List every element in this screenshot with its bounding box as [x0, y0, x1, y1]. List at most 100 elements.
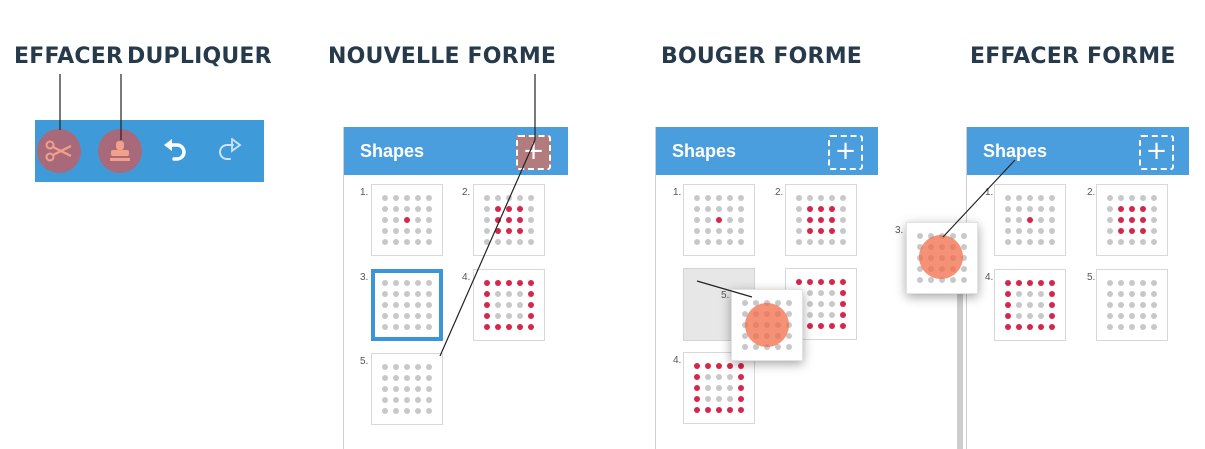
shape-card[interactable]: [473, 269, 545, 341]
shape-number: 5.: [360, 356, 369, 367]
dot: [426, 280, 432, 286]
dot: [1151, 228, 1157, 234]
dot: [1038, 239, 1044, 245]
dot: [1129, 280, 1135, 286]
dot: [1107, 280, 1113, 286]
shape-card[interactable]: [1096, 269, 1168, 341]
dot: [1038, 291, 1044, 297]
shape-card[interactable]: [473, 184, 545, 256]
dot: [393, 375, 399, 381]
dot: [694, 206, 700, 212]
dot-grid: [484, 280, 534, 330]
dot: [1151, 239, 1157, 245]
delete-button[interactable]: [37, 129, 81, 173]
dot: [807, 195, 813, 201]
active-dot: [506, 206, 512, 212]
active-dot: [829, 228, 835, 234]
shape-card[interactable]: [994, 269, 1066, 341]
dot: [840, 239, 846, 245]
active-dot: [1049, 324, 1055, 330]
dot: [917, 266, 923, 272]
dot: [393, 206, 399, 212]
dot: [1027, 195, 1033, 201]
dot: [1049, 228, 1055, 234]
active-dot: [484, 313, 490, 319]
dot: [742, 333, 748, 339]
redo-icon: [219, 138, 242, 160]
active-dot: [1049, 302, 1055, 308]
active-dot: [727, 363, 733, 369]
dot: [796, 206, 802, 212]
dot: [484, 206, 490, 212]
dot: [393, 364, 399, 370]
dot: [426, 239, 432, 245]
shape-card[interactable]: [371, 184, 443, 256]
active-dot: [1027, 280, 1033, 286]
active-dot: [506, 324, 512, 330]
shape-card[interactable]: [994, 184, 1066, 256]
dot: [1118, 313, 1124, 319]
dot: [1038, 228, 1044, 234]
dot-grid: [694, 195, 744, 245]
dot: [382, 408, 388, 414]
active-dot: [840, 279, 846, 285]
dot: [840, 217, 846, 223]
dot: [950, 233, 956, 239]
active-dot: [484, 280, 490, 286]
shape-card[interactable]: [785, 184, 857, 256]
active-dot: [528, 291, 534, 297]
shape-card[interactable]: [1096, 184, 1168, 256]
dot: [818, 195, 824, 201]
dot: [716, 206, 722, 212]
active-dot: [1005, 280, 1011, 286]
undo-button[interactable]: [153, 129, 197, 173]
dot: [382, 206, 388, 212]
add-shape-button[interactable]: +: [516, 135, 551, 170]
scrollbar[interactable]: [957, 280, 963, 449]
active-dot: [528, 302, 534, 308]
title-dupliquer: DUPLIQUER: [127, 44, 272, 69]
dot: [727, 239, 733, 245]
dot: [1118, 302, 1124, 308]
dot: [404, 397, 410, 403]
active-dot: [528, 324, 534, 330]
dot-grid: [1005, 280, 1055, 330]
active-dot: [716, 407, 722, 413]
dot: [415, 195, 421, 201]
shapes-panel-new: Shapes + 1. 2. 3. 4. 5.: [343, 127, 568, 449]
dot: [404, 386, 410, 392]
active-dot: [738, 385, 744, 391]
dot: [753, 300, 759, 306]
active-dot: [484, 291, 490, 297]
dot: [829, 312, 835, 318]
dot: [796, 217, 802, 223]
dot: [1038, 302, 1044, 308]
add-shape-button[interactable]: +: [828, 135, 863, 170]
add-shape-button[interactable]: +: [1139, 135, 1174, 170]
active-dot: [694, 374, 700, 380]
dot: [404, 375, 410, 381]
shape-card-new[interactable]: [371, 353, 443, 425]
dot-grid: [382, 280, 432, 330]
active-dot: [818, 279, 824, 285]
shapes-panel-delete: Shapes + 1. 2. 4. 5.: [966, 127, 1189, 449]
shape-card[interactable]: [683, 352, 755, 424]
dot: [1016, 195, 1022, 201]
shape-card-selected[interactable]: [371, 269, 443, 341]
dot: [404, 206, 410, 212]
dot: [1027, 206, 1033, 212]
active-dot: [1049, 280, 1055, 286]
redo-button[interactable]: [207, 129, 251, 173]
dot: [961, 244, 967, 250]
dot: [807, 239, 813, 245]
active-dot: [1140, 228, 1146, 234]
shape-card[interactable]: [683, 184, 755, 256]
dot: [506, 313, 512, 319]
dot: [818, 301, 824, 307]
dot: [1140, 291, 1146, 297]
dot: [517, 302, 523, 308]
dot: [1107, 228, 1113, 234]
active-dot: [727, 407, 733, 413]
duplicate-button[interactable]: [98, 129, 142, 173]
active-dot: [818, 206, 824, 212]
